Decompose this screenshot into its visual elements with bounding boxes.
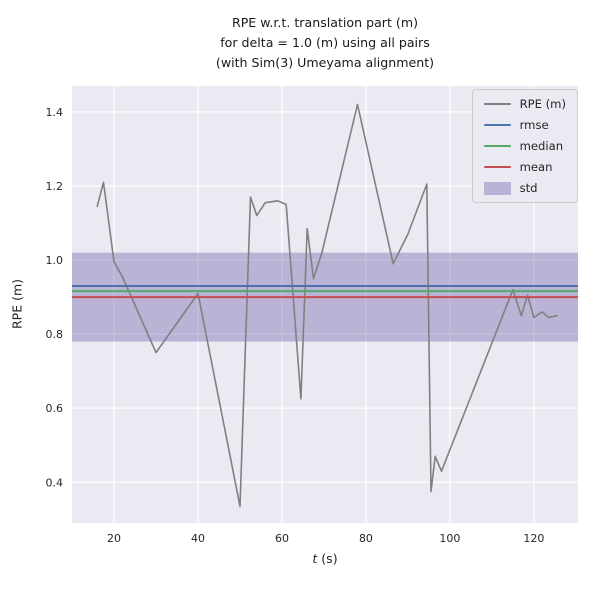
legend: RPE (m) rmse median mean std <box>471 89 578 203</box>
x-axis-label-unit: (s) <box>317 551 338 566</box>
y-tick-label: 0.4 <box>46 476 64 489</box>
x-tick-label: 20 <box>107 532 121 545</box>
legend-swatch-rmse-line <box>483 123 511 127</box>
rpe-line <box>96 103 558 508</box>
x-tick-label: 40 <box>191 532 205 545</box>
y-axis-label: RPE (m) <box>9 278 25 330</box>
x-tick-label: 100 <box>439 532 460 545</box>
legend-swatch-mean-line <box>483 165 511 169</box>
x-tick-label: 60 <box>275 532 289 545</box>
legend-label-mean: mean <box>519 160 553 174</box>
legend-label-median: median <box>519 139 564 153</box>
x-axis-label-variable: t <box>312 551 318 566</box>
x-tick-label: 80 <box>359 532 373 545</box>
x-tick-label: 120 <box>523 532 544 545</box>
legend-item-std: std <box>483 181 566 195</box>
legend-swatch-std-patch <box>483 181 511 195</box>
legend-item-rmse: rmse <box>483 118 566 132</box>
legend-label-rpe: RPE (m) <box>519 97 566 111</box>
legend-swatch-rpe-line <box>483 102 511 106</box>
chart-title-line3: (with Sim(3) Umeyama alignment) <box>215 55 435 70</box>
chart-title-line1: RPE w.r.t. translation part (m) <box>231 15 419 30</box>
x-axis-label: t (s) <box>72 551 578 566</box>
y-tick-label: 1.0 <box>46 254 64 267</box>
legend-label-std: std <box>519 181 538 195</box>
chart-title: RPE w.r.t. translation part (m) for delt… <box>72 13 578 73</box>
legend-swatch-median-line <box>483 144 511 148</box>
legend-label-rmse: rmse <box>519 118 549 132</box>
legend-item-median: median <box>483 139 566 153</box>
y-tick-label: 1.2 <box>46 180 64 193</box>
y-tick-label: 0.6 <box>46 402 64 415</box>
y-tick-label: 0.8 <box>46 328 64 341</box>
y-tick-label: 1.4 <box>46 106 64 119</box>
chart-title-line2: for delta = 1.0 (m) using all pairs <box>220 35 430 50</box>
legend-item-mean: mean <box>483 160 566 174</box>
legend-item-rpe: RPE (m) <box>483 97 566 111</box>
